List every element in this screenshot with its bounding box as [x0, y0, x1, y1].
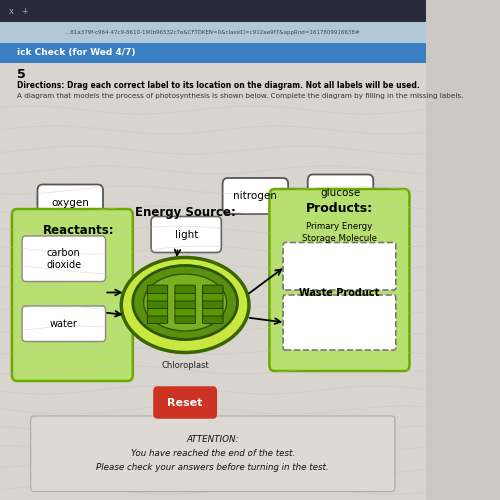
FancyBboxPatch shape: [202, 300, 223, 308]
FancyBboxPatch shape: [283, 295, 396, 350]
FancyBboxPatch shape: [148, 300, 168, 308]
Text: Directions: Drag each correct label to its location on the diagram. Not all labe: Directions: Drag each correct label to i…: [17, 82, 420, 90]
FancyBboxPatch shape: [148, 285, 168, 294]
Text: A diagram that models the process of photosynthesis is shown below. Complete the: A diagram that models the process of pho…: [17, 93, 464, 99]
FancyBboxPatch shape: [202, 292, 223, 301]
Text: nitrogen: nitrogen: [234, 191, 278, 201]
FancyBboxPatch shape: [0, 22, 426, 42]
Text: oxygen: oxygen: [52, 198, 89, 207]
FancyBboxPatch shape: [0, 42, 426, 62]
FancyBboxPatch shape: [0, 62, 426, 500]
Text: ick Check (for Wed 4/7): ick Check (for Wed 4/7): [17, 48, 136, 57]
FancyBboxPatch shape: [175, 308, 196, 316]
FancyBboxPatch shape: [0, 0, 426, 22]
FancyBboxPatch shape: [30, 416, 395, 492]
Text: 5: 5: [17, 68, 26, 82]
Text: ...81a379f-c964-47c9-8610-190b96532c7e&CFTOKEN=0&classID=c912ae9f7&appRnd=161780: ...81a379f-c964-47c9-8610-190b96532c7e&C…: [66, 30, 360, 35]
Text: glucose: glucose: [320, 188, 360, 198]
Text: Waste Product: Waste Product: [300, 288, 380, 298]
FancyBboxPatch shape: [22, 306, 105, 342]
FancyBboxPatch shape: [202, 315, 223, 324]
Text: Products:: Products:: [306, 202, 373, 215]
FancyBboxPatch shape: [175, 300, 196, 308]
FancyBboxPatch shape: [148, 315, 168, 324]
Ellipse shape: [133, 266, 238, 340]
Text: x   +: x +: [8, 7, 28, 16]
FancyBboxPatch shape: [148, 308, 168, 316]
Text: Chloroplast: Chloroplast: [162, 362, 209, 370]
FancyBboxPatch shape: [175, 315, 196, 324]
FancyBboxPatch shape: [175, 292, 196, 301]
Text: Reactants:: Reactants:: [42, 224, 114, 236]
FancyBboxPatch shape: [202, 285, 223, 294]
Ellipse shape: [122, 258, 249, 352]
FancyBboxPatch shape: [148, 292, 168, 301]
Text: Reset: Reset: [168, 398, 203, 407]
FancyBboxPatch shape: [175, 285, 196, 294]
Text: ATTENTION:
You have reached the end of the test.
Please check your answers befor: ATTENTION: You have reached the end of t…: [96, 435, 329, 472]
Text: carbon
dioxide: carbon dioxide: [46, 248, 82, 270]
Text: Primary Energy
Storage Molecule: Primary Energy Storage Molecule: [302, 222, 377, 242]
FancyBboxPatch shape: [151, 216, 222, 252]
FancyBboxPatch shape: [270, 189, 410, 371]
Ellipse shape: [144, 274, 226, 331]
FancyBboxPatch shape: [22, 236, 105, 282]
FancyBboxPatch shape: [283, 242, 396, 290]
Text: Energy Source:: Energy Source:: [134, 206, 235, 219]
Text: light: light: [174, 230, 198, 239]
FancyBboxPatch shape: [202, 308, 223, 316]
FancyBboxPatch shape: [308, 174, 374, 210]
FancyBboxPatch shape: [38, 184, 103, 220]
Text: water: water: [50, 319, 78, 329]
FancyBboxPatch shape: [222, 178, 288, 214]
FancyBboxPatch shape: [153, 386, 217, 419]
FancyBboxPatch shape: [12, 209, 133, 381]
